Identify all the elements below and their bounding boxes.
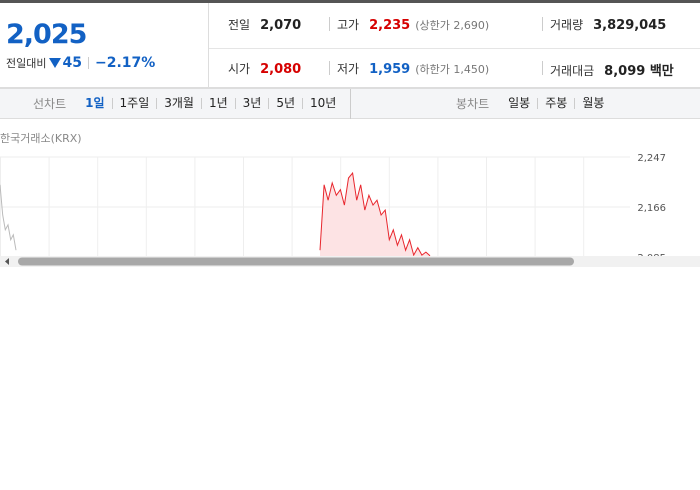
tab[interactable]: 1일 bbox=[85, 96, 105, 110]
change-row: 전일대비 45 −2.17% bbox=[6, 55, 155, 71]
price-box: 2,025 전일대비 45 −2.17% bbox=[0, 3, 209, 88]
stat-label: 고가 bbox=[337, 18, 360, 32]
plot: 2,247 2,166 2,085 bbox=[0, 153, 666, 264]
down-arrow bbox=[49, 58, 62, 68]
tab-bar: 선차트 1일 1주일 3개월 1년 3년 5년 10년 봉차트 일봉 주봉 월봉 bbox=[0, 88, 700, 119]
stat: 전일 2,070 bbox=[228, 16, 301, 33]
change-pct: −2.17% bbox=[94, 55, 156, 71]
stat-label: 전일 bbox=[228, 18, 251, 32]
stat-value: 1,959 bbox=[369, 62, 411, 77]
stat-value: 2,080 bbox=[260, 62, 302, 77]
divider bbox=[329, 17, 330, 31]
candle-tabs: 봉차트 일봉 주봉 월봉 bbox=[456, 89, 611, 118]
y-tick-label: 2,166 bbox=[637, 203, 666, 214]
tab[interactable]: 1주일 bbox=[111, 97, 157, 109]
tab[interactable]: 1년 bbox=[200, 97, 235, 109]
stat-label: 저가 bbox=[337, 62, 360, 76]
y-tick-label: 2,247 bbox=[637, 153, 666, 164]
divider bbox=[329, 61, 330, 75]
stat: 거래량 3,829,045 bbox=[550, 16, 666, 33]
stat-note: (하한가 1,450) bbox=[415, 63, 490, 76]
chart: 2,247 2,166 2,085 bbox=[0, 153, 700, 267]
stat-value: 8,099 백만 bbox=[604, 64, 674, 79]
stat: 저가 1,959 (하한가 1,450) bbox=[337, 60, 489, 77]
stat-value: 2,070 bbox=[260, 18, 302, 33]
tab[interactable]: 주봉 bbox=[537, 97, 574, 109]
stat: 시가 2,080 bbox=[228, 60, 301, 77]
quote-panel: 2,025 전일대비 45 −2.17% 전일 2,070 고가 2,235 (상한가 … bbox=[0, 0, 700, 88]
tab[interactable]: 10년 bbox=[302, 97, 343, 109]
tab-group-label: 선차트 bbox=[33, 97, 67, 111]
tab[interactable]: 5년 bbox=[268, 97, 302, 109]
line bbox=[0, 184, 17, 251]
stat: 거래대금 8,099 백만 bbox=[550, 60, 674, 79]
stat-label: 거래량 bbox=[550, 18, 584, 32]
change-label: 전일대비 bbox=[6, 57, 47, 70]
tab[interactable]: 3개월 bbox=[156, 97, 201, 109]
source: 한국거래소(KRX) bbox=[0, 132, 82, 145]
divider bbox=[542, 17, 543, 31]
price: 2,025 bbox=[6, 19, 87, 50]
line-tabs: 선차트 1일 1주일 3개월 1년 3년 5년 10년 bbox=[33, 89, 343, 118]
stat-value: 3,829,045 bbox=[593, 18, 667, 33]
y-tick-label: 2,085 bbox=[637, 253, 666, 264]
stat-label: 시가 bbox=[228, 62, 251, 76]
scroll-thumb[interactable] bbox=[18, 257, 574, 266]
change: 45 bbox=[62, 55, 82, 71]
stat-label: 거래대금 bbox=[550, 64, 595, 78]
tab[interactable]: 일봉 bbox=[508, 96, 531, 110]
tab[interactable]: 월봉 bbox=[574, 97, 611, 109]
divider bbox=[542, 61, 543, 75]
stat: 고가 2,235 (상한가 2,690) bbox=[337, 16, 489, 33]
tab[interactable]: 3년 bbox=[234, 97, 269, 109]
tab-group-label: 봉차트 bbox=[456, 97, 490, 111]
stat-note: (상한가 2,690) bbox=[415, 19, 490, 32]
area bbox=[320, 173, 430, 256]
stat-value: 2,235 bbox=[369, 18, 411, 33]
line bbox=[319, 171, 431, 256]
scroll-left[interactable] bbox=[5, 258, 9, 265]
